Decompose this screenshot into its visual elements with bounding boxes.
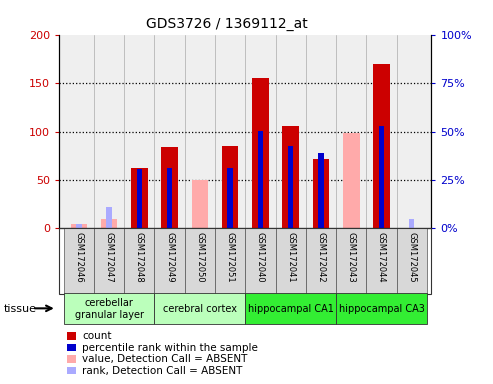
Bar	[227, 168, 233, 228]
Text: hippocampal CA3: hippocampal CA3	[339, 304, 424, 314]
Bar	[252, 78, 269, 228]
Bar	[215, 228, 245, 294]
Bar	[366, 228, 396, 294]
Bar	[313, 159, 329, 228]
Bar	[137, 169, 142, 228]
Text: GSM172050: GSM172050	[195, 232, 205, 283]
Bar	[192, 180, 208, 228]
Bar	[154, 228, 185, 294]
Text: GSM172047: GSM172047	[105, 232, 113, 283]
Text: cerebellar
granular layer: cerebellar granular layer	[74, 298, 143, 319]
Bar	[154, 293, 246, 324]
Text: tissue: tissue	[4, 304, 37, 314]
Bar	[106, 207, 112, 228]
Text: percentile rank within the sample: percentile rank within the sample	[82, 343, 258, 353]
Text: hippocampal CA1: hippocampal CA1	[247, 304, 334, 314]
Bar	[70, 223, 87, 228]
Text: GSM172043: GSM172043	[347, 232, 355, 283]
Bar	[409, 219, 415, 228]
Text: value, Detection Call = ABSENT: value, Detection Call = ABSENT	[82, 354, 247, 364]
Bar	[131, 168, 148, 228]
Bar	[222, 146, 239, 228]
Bar	[343, 134, 359, 228]
Bar	[258, 131, 263, 228]
Bar	[336, 293, 427, 324]
Bar	[64, 228, 94, 294]
Bar	[245, 228, 276, 294]
Bar	[373, 64, 390, 228]
Bar	[167, 168, 173, 228]
Bar	[379, 126, 384, 228]
Text: GSM172040: GSM172040	[256, 232, 265, 283]
Text: GSM172046: GSM172046	[74, 232, 83, 283]
Text: cerebral cortex: cerebral cortex	[163, 304, 237, 314]
Text: GSM172042: GSM172042	[317, 232, 325, 283]
Text: rank, Detection Call = ABSENT: rank, Detection Call = ABSENT	[82, 366, 243, 376]
Bar	[64, 293, 154, 324]
Text: GSM172049: GSM172049	[165, 232, 174, 283]
Bar	[76, 223, 81, 228]
Bar	[282, 126, 299, 228]
Bar	[318, 153, 323, 228]
Text: GSM172045: GSM172045	[407, 232, 416, 283]
Bar	[396, 228, 427, 294]
Text: GSM172051: GSM172051	[226, 232, 235, 283]
Bar	[245, 293, 336, 324]
Bar	[306, 228, 336, 294]
Bar	[185, 228, 215, 294]
Bar	[101, 219, 117, 228]
Bar	[276, 228, 306, 294]
Text: count: count	[82, 331, 112, 341]
Bar	[336, 228, 366, 294]
Text: GSM172041: GSM172041	[286, 232, 295, 283]
Bar	[288, 146, 293, 228]
Text: GSM172048: GSM172048	[135, 232, 144, 283]
Text: GDS3726 / 1369112_at: GDS3726 / 1369112_at	[146, 17, 308, 31]
Bar	[124, 228, 154, 294]
Text: GSM172044: GSM172044	[377, 232, 386, 283]
Bar	[94, 228, 124, 294]
Bar	[161, 147, 178, 228]
